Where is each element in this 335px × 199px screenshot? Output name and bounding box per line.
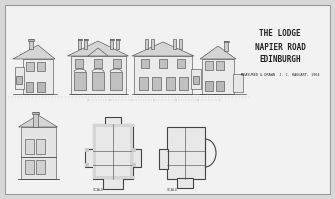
Bar — [16, 76, 22, 84]
Bar — [29, 39, 33, 49]
Bar — [15, 67, 24, 89]
Bar — [20, 127, 56, 179]
Bar — [33, 112, 38, 127]
Bar — [85, 163, 89, 167]
Bar — [233, 74, 243, 92]
Bar — [93, 176, 135, 179]
Bar — [141, 59, 149, 68]
Bar — [110, 72, 122, 90]
Text: SCALE: SCALE — [167, 188, 178, 192]
Text: THE LODGE: THE LODGE — [259, 29, 301, 38]
Bar — [37, 82, 45, 92]
Bar — [216, 81, 224, 91]
Bar — [85, 148, 89, 152]
Bar — [26, 62, 34, 71]
Bar — [179, 77, 188, 90]
Bar — [193, 76, 199, 84]
Bar — [177, 59, 185, 68]
Polygon shape — [200, 46, 236, 59]
Bar — [24, 160, 34, 174]
Bar — [26, 82, 33, 92]
Bar — [132, 163, 136, 167]
Bar — [202, 59, 234, 94]
Bar — [130, 124, 133, 179]
Bar — [159, 149, 168, 169]
Bar — [36, 139, 45, 154]
Bar — [139, 77, 148, 90]
Bar — [85, 149, 94, 167]
Bar — [105, 117, 121, 125]
Bar — [134, 56, 192, 94]
Polygon shape — [67, 41, 129, 56]
Bar — [110, 38, 114, 40]
Bar — [93, 124, 135, 127]
Bar — [78, 39, 81, 49]
Bar — [116, 39, 119, 49]
Bar — [152, 77, 161, 90]
Bar — [132, 148, 136, 152]
Bar — [132, 149, 141, 167]
Bar — [159, 59, 167, 68]
Polygon shape — [18, 115, 58, 127]
Bar — [77, 38, 81, 40]
Bar — [94, 59, 102, 68]
Bar — [173, 39, 176, 49]
Bar — [84, 39, 87, 49]
Bar — [83, 38, 87, 40]
Bar — [28, 39, 34, 41]
Bar — [205, 61, 213, 70]
Bar — [177, 178, 193, 188]
Bar — [191, 69, 201, 89]
Text: NAPIER ROAD: NAPIER ROAD — [255, 43, 306, 52]
Text: EDINBURGH: EDINBURGH — [259, 56, 301, 64]
Bar — [224, 41, 228, 51]
Text: MEASURED & DRAWN  J. C. HAGGART, 1964: MEASURED & DRAWN J. C. HAGGART, 1964 — [241, 73, 319, 77]
Bar — [110, 39, 113, 49]
Bar — [32, 112, 39, 114]
Bar — [116, 38, 120, 40]
Bar — [216, 61, 224, 70]
Bar — [93, 124, 96, 179]
Bar — [103, 178, 123, 189]
Bar — [37, 62, 45, 71]
Bar — [167, 127, 205, 179]
Bar — [74, 72, 86, 90]
Bar — [70, 56, 126, 94]
Polygon shape — [13, 45, 55, 59]
Bar — [145, 39, 148, 49]
Bar — [179, 39, 182, 49]
Bar — [93, 124, 133, 179]
Text: SCALE: SCALE — [93, 188, 105, 192]
Bar — [151, 39, 154, 49]
Bar — [166, 77, 175, 90]
Bar — [23, 59, 53, 94]
Bar — [223, 41, 228, 42]
Bar — [113, 59, 121, 68]
Bar — [205, 81, 213, 91]
Bar — [75, 59, 83, 68]
Bar — [24, 139, 34, 154]
Bar — [92, 72, 104, 90]
Polygon shape — [132, 42, 194, 56]
Bar — [36, 160, 45, 174]
